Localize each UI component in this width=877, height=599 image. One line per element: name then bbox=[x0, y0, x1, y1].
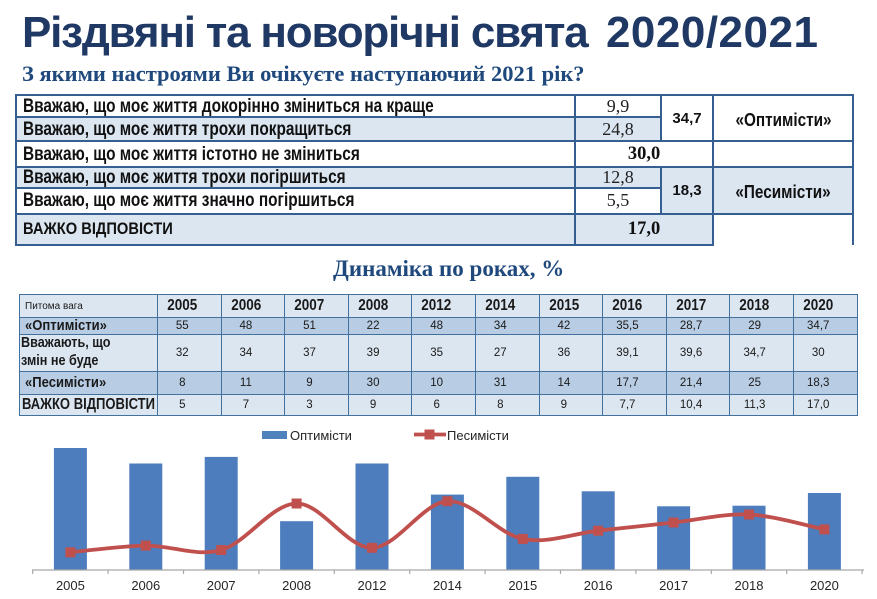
svg-text:2017: 2017 bbox=[659, 578, 688, 593]
svg-text:2018: 2018 bbox=[735, 578, 764, 593]
svg-text:2008: 2008 bbox=[282, 578, 311, 593]
svg-text:2007: 2007 bbox=[207, 578, 236, 593]
svg-text:2015: 2015 bbox=[508, 578, 537, 593]
svg-text:Оптимісти: Оптимісти bbox=[290, 428, 352, 443]
svg-text:2016: 2016 bbox=[584, 578, 613, 593]
svg-text:2012: 2012 bbox=[358, 578, 387, 593]
svg-text:2006: 2006 bbox=[131, 578, 160, 593]
svg-text:2014: 2014 bbox=[433, 578, 462, 593]
svg-text:Песимісти: Песимісти bbox=[447, 428, 509, 443]
svg-text:2020: 2020 bbox=[810, 578, 839, 593]
svg-text:2005: 2005 bbox=[56, 578, 85, 593]
